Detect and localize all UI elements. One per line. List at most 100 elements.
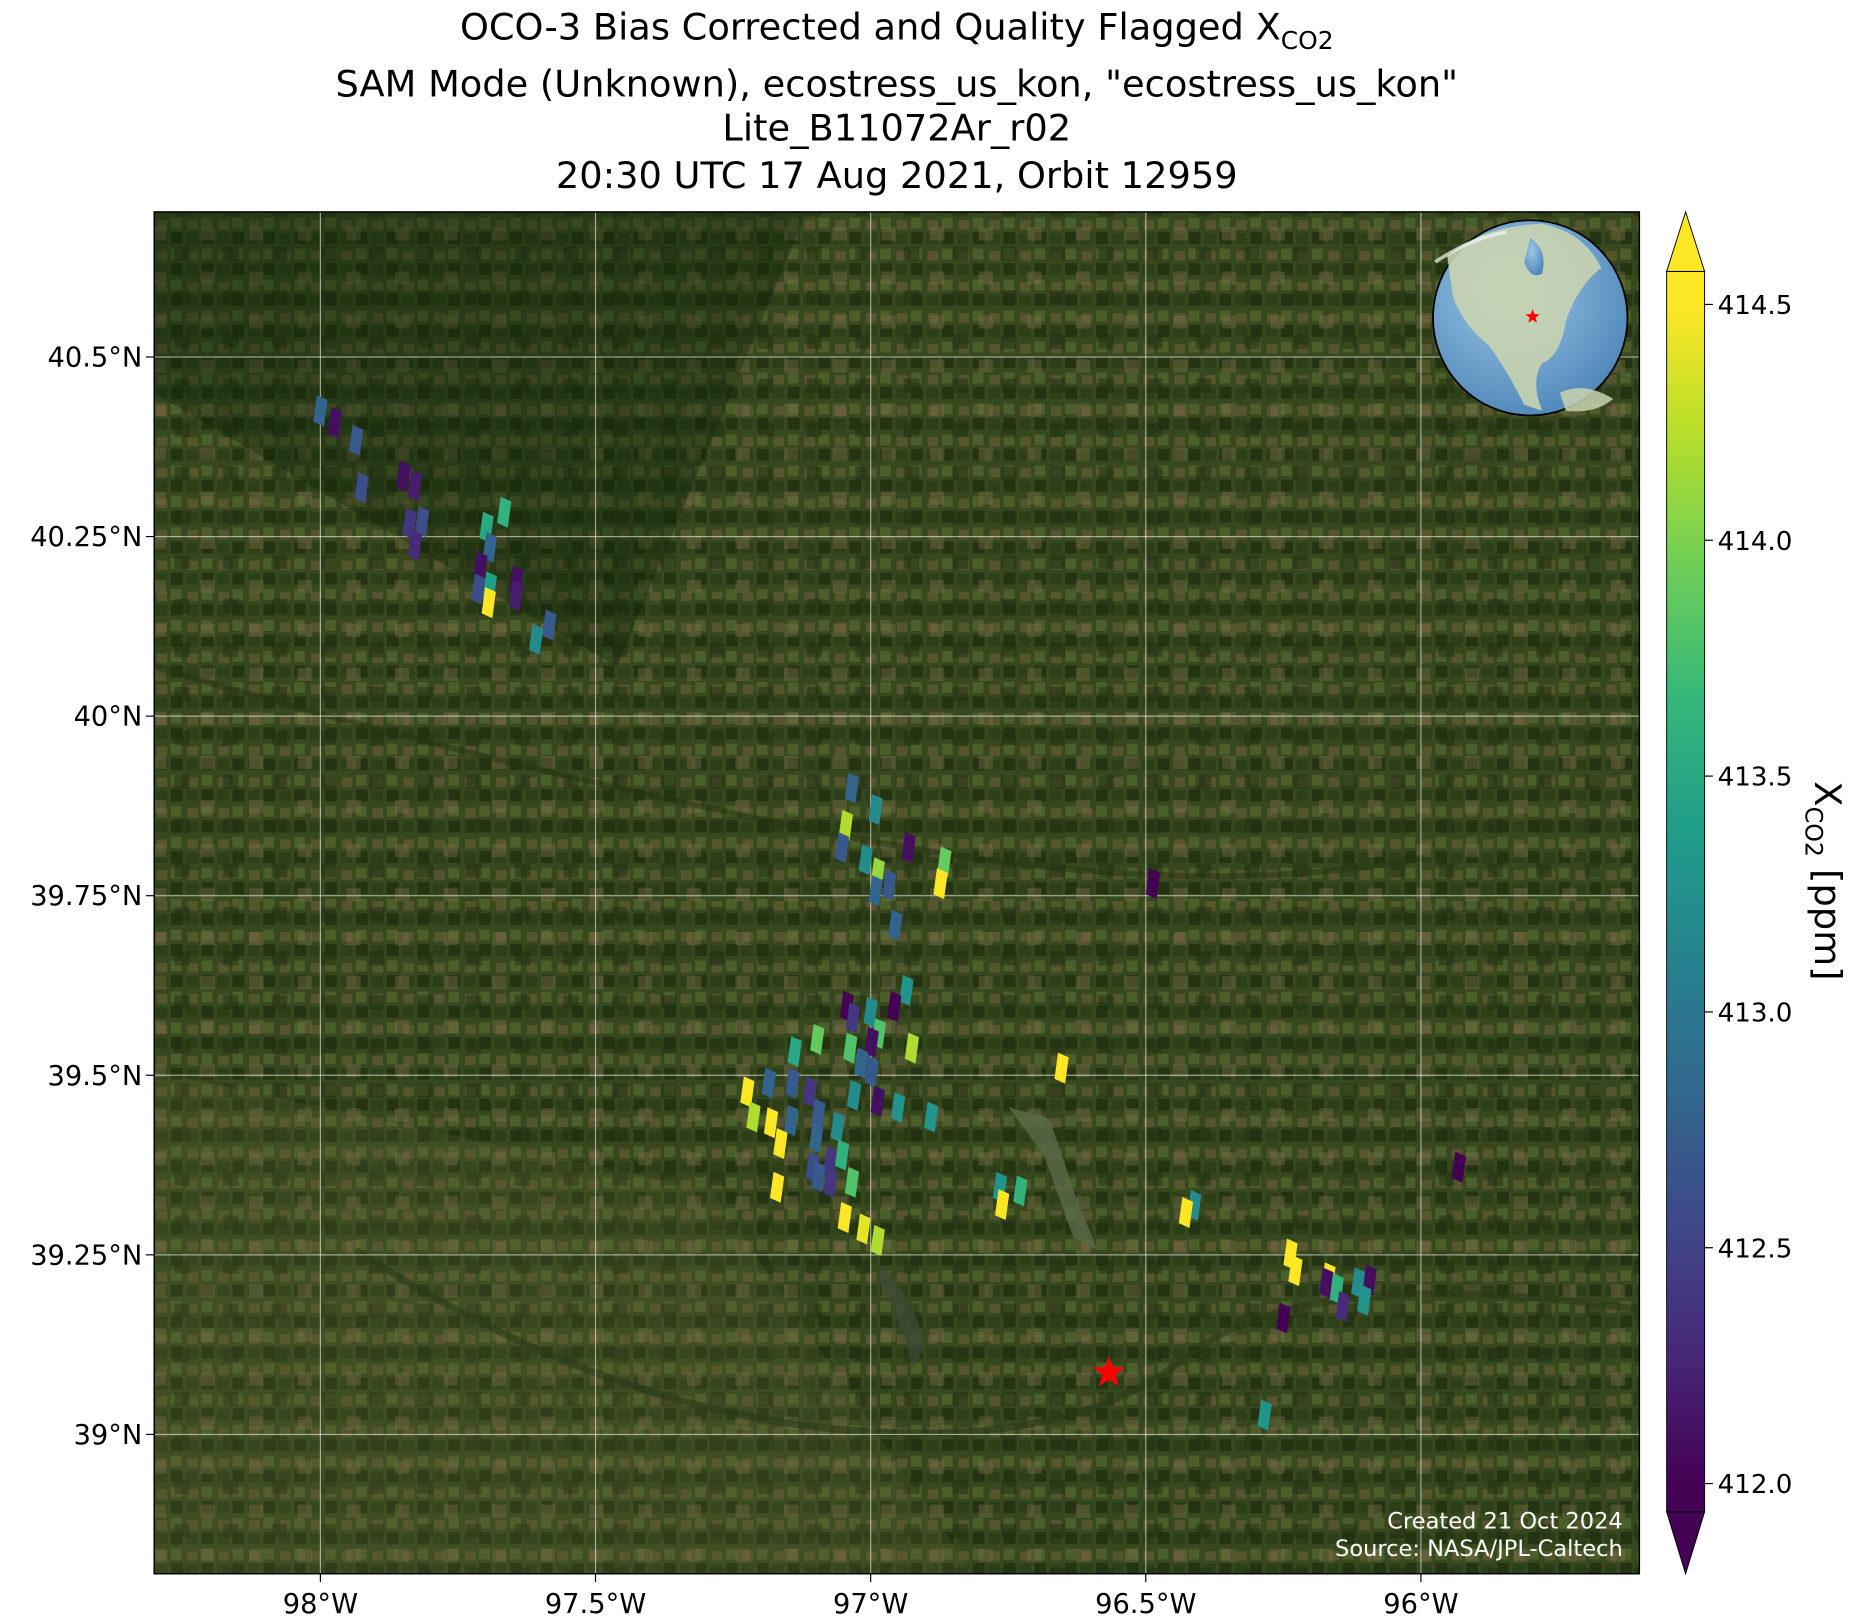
sounding [327,406,342,438]
colorbar-label: XCO2 [ppm] [1799,781,1848,980]
sounding [937,846,952,878]
colorbar-tick-label: 414.5 [1718,291,1793,321]
sounding [834,832,850,864]
y-tick-label: 40.5°N [48,342,143,373]
sounding [810,1023,825,1055]
y-tick-label: 40.25°N [30,522,142,553]
sounding [528,623,544,655]
sounding [901,832,916,864]
sounding [509,579,524,611]
sounding [1178,1196,1194,1228]
sounding [870,1225,885,1256]
sounding [313,395,328,427]
sounding [837,1202,852,1233]
colorbar-label-unit: [ppm] [1806,869,1849,981]
colorbar-extend-top [1665,210,1706,272]
sounding [863,996,878,1028]
sounding [811,1161,826,1193]
colorbar-extend-bottom [1666,1511,1706,1576]
sounding [811,1098,826,1130]
colorbar-tick-label: 413.0 [1718,998,1793,1028]
sounding [769,1171,785,1203]
colorbar-tick-label: 413.5 [1718,763,1793,793]
annotation: Created 21 Oct 2024 [1387,1508,1623,1534]
sounding [761,1067,776,1099]
sounding [899,975,914,1006]
sounding [904,1032,920,1064]
colorbar-tick-label: 414.0 [1718,527,1793,557]
colorbar-tick-label: 412.5 [1718,1234,1793,1264]
sounding [1451,1151,1466,1183]
sounding [864,1056,879,1088]
title-subscript: CO2 [1281,26,1334,55]
x-tick-label: 96°W [1383,1589,1458,1619]
sounding [888,909,903,941]
sounding [845,1002,861,1034]
y-tick-label: 39°N [74,1420,143,1451]
colorbar-frame [1666,270,1706,1513]
sounding [784,1105,799,1137]
sounding [1288,1255,1303,1287]
sounding [844,772,860,804]
sounding [809,1122,824,1154]
y-tick-label: 39.75°N [30,881,142,912]
y-tick-label: 39.25°N [30,1240,142,1271]
sounding [891,1092,906,1124]
globe-site-marker [1525,309,1540,323]
sounding [415,506,430,537]
sounding [542,609,557,641]
sounding [763,1107,779,1139]
title-block: OCO-3 Bias Corrected and Quality Flagged… [336,5,1459,197]
sounding [1013,1175,1028,1207]
sounding [858,844,873,876]
sounding [924,1101,939,1133]
sounding [740,1076,755,1108]
sounding [1257,1399,1272,1431]
sounding [482,531,497,563]
sounding [1357,1284,1372,1316]
sounding [473,551,488,583]
sounding [471,573,486,605]
sounding [787,1036,802,1068]
sounding [847,1079,862,1111]
basemap [154,211,1640,1574]
sounding [407,529,423,561]
title-text: OCO-3 Bias Corrected and Quality Flagged… [460,5,1281,48]
sounding [803,1076,818,1108]
y-tick-label: 40°N [74,702,143,733]
sounding [868,875,883,907]
sounding [354,472,369,504]
sounding [844,1166,860,1198]
x-tick-label: 97.5°W [545,1589,646,1619]
sounding [854,1047,869,1079]
sounding [481,587,496,619]
chart-title: OCO-3 Bias Corrected and Quality Flagged… [460,5,1334,55]
sounding [868,794,883,825]
sounding [823,1166,838,1198]
sounding [773,1128,788,1159]
sounding [933,868,948,899]
sounding [396,460,411,492]
subtitle: 20:30 UTC 17 Aug 2021, Orbit 12959 [556,154,1238,197]
subtitle: Lite_B11072Ar_r02 [722,106,1071,149]
colorbar-label-subscript: CO2 [1799,807,1827,857]
site-marker [1093,1355,1125,1387]
sounding [497,496,512,528]
sounding [870,1085,885,1117]
x-tick-label: 96.5°W [1095,1589,1196,1619]
sounding [838,809,854,841]
x-tick-label: 97°W [833,1589,908,1619]
colorbar-label-text: X [1806,781,1849,806]
colorbar-body [1666,271,1705,1512]
y-tick-label: 39.5°N [48,1061,143,1092]
sounding [1145,868,1161,899]
map-frame [153,211,1641,1575]
sounding [843,1032,858,1064]
sounding [1054,1052,1069,1084]
sounding [882,869,897,901]
sounding [407,470,423,502]
sounding [856,1213,871,1245]
soundings [313,395,1466,1431]
colorbar: 412.0 412.5 413.0 413.5 414.0 414.5 [1665,210,1793,1576]
colorbar-tick-label: 412.0 [1718,1470,1793,1500]
